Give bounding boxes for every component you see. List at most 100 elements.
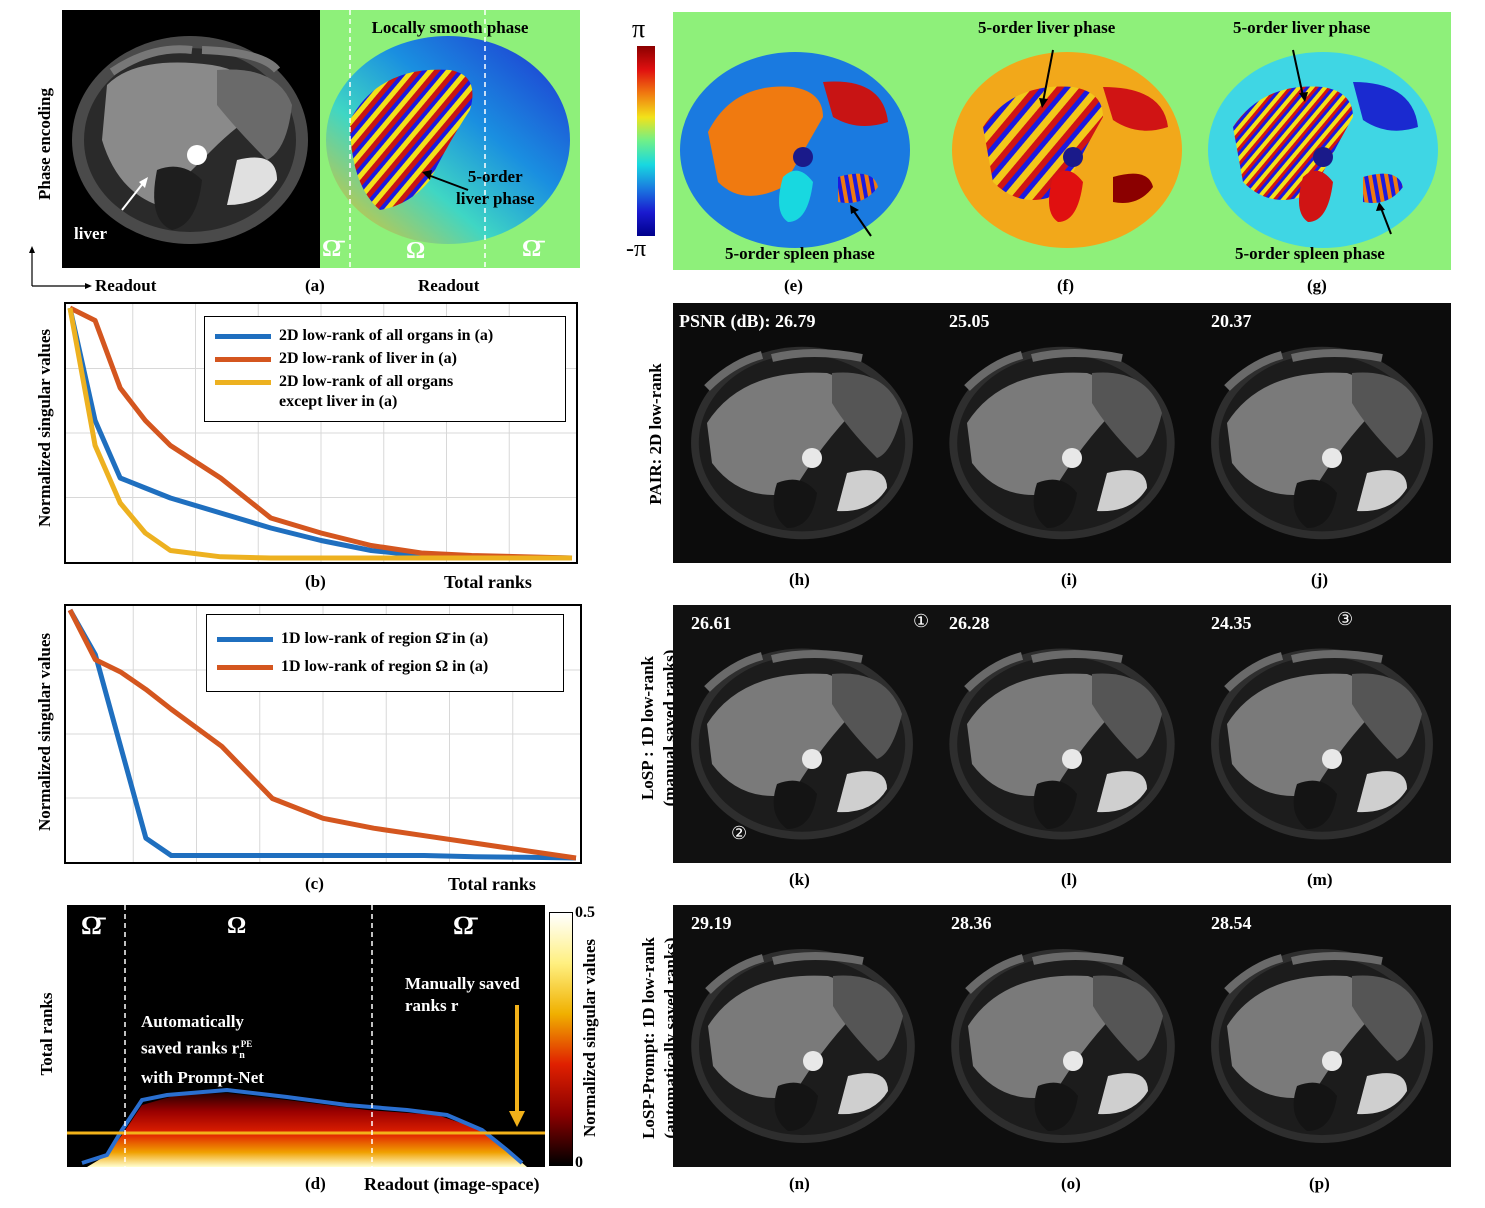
manually-saved-ranks-label: Manually saved ranks r [405,974,520,1015]
anatomy-shape [964,652,1024,692]
anatomy-shape [708,975,858,1098]
d-omega-bar-left: Ω̄ [81,911,102,940]
anatomy-shape [1098,1073,1148,1115]
anatomy-shape [1092,673,1162,759]
anatomy-shape [771,349,863,362]
omega-bar-right: Ω̄ [522,236,542,262]
anatomy-shape [705,954,765,994]
panel-i-psnr: 25.05 [949,311,990,331]
panel-m-image: 24.35 ③ [1193,605,1451,863]
legend-c-1: 1D low-rank of region Ω in (a) [217,657,553,677]
panel-d-ylabel: Total ranks [37,992,56,1076]
legend-c-1-swatch [217,665,273,670]
panel-n-label: (n) [789,1174,810,1193]
panel-j-image: 20.37 [1193,303,1451,563]
anatomy-shape [1224,351,1284,391]
anatomy-shape [773,780,817,829]
panel-c-plot: 1D low-rank of region Ω̄ in (a) 1D low-r… [64,604,582,864]
anatomy-shape [773,479,817,528]
panel-a-label: (a) [305,276,325,295]
anatomy-shape [1293,780,1337,829]
anatomy-shape [1227,372,1377,495]
panel-b-chart [66,304,576,562]
panel-d-cbar-top-label: 0.5 [575,904,595,921]
panel-d-heatmap: Ω̄ Ω Ω̄ Manually saved ranks r Automatic… [67,905,545,1167]
anatomy-shape [1033,479,1077,528]
panel-c-legend: 1D low-rank of region Ω̄ in (a) 1D low-r… [206,614,564,692]
panel-n-image: 29.19 [673,905,933,1167]
readout-axis-label-right: Readout [418,276,480,295]
panel-d-xlabel: Readout (image-space) [364,1174,540,1194]
panel-c-label: (c) [305,874,324,893]
panel-c-xlabel: Total ranks [448,874,536,894]
anatomy-shape [1291,650,1383,663]
legend-b-1: 2D low-rank of liver in (a) [215,349,555,369]
anatomy-shape [802,749,822,769]
legend-c-0: 1D low-rank of region Ω̄ in (a) [217,629,553,649]
liver-phase-label: 5-order liver phase [456,167,535,208]
anatomy-shape [964,351,1024,391]
panel-o-label: (o) [1061,1174,1081,1193]
legend-b-1-swatch [215,357,271,362]
panel-h-label: (h) [789,570,810,589]
marker-2: ② [731,823,748,843]
panel-e-label: (e) [784,276,803,295]
anatomy-shape [1357,470,1407,512]
panel-p-label: (p) [1309,1174,1330,1193]
anatomy-shape [1322,749,1342,769]
anatomy-shape [707,372,857,495]
series-line-2 [67,307,572,561]
panel-d-cbar-bottom-label: 0 [575,1154,583,1171]
panel-p-image: 28.54 [1193,905,1451,1167]
panel-g-caption-top: 5-order liver phase [1233,18,1371,37]
panel-c-ylabel: Normalized singular values [35,632,54,832]
anatomy-shape [1291,349,1383,362]
anatomy-shape [967,372,1117,495]
panel-m-label: (m) [1307,870,1333,889]
anatomy-shape [1063,1051,1083,1071]
anatomy-shape [803,1051,823,1071]
panel-i-label: (i) [1061,570,1078,589]
panel-k-psnr: 26.61 [691,613,732,633]
panel-a-phase-image: Locally smooth phase 5-order liver phase… [320,10,580,268]
panel-h-psnr: PSNR (dB): 26.79 [679,311,816,331]
panel-j-label: (j) [1311,570,1328,589]
panel-j-psnr: 20.37 [1211,311,1252,331]
anatomy-shape [1032,952,1124,965]
anatomy-shape [1034,1082,1078,1131]
anatomy-shape [1322,1051,1342,1071]
phase-colorbar-bottom-label: -π [626,236,647,262]
panel-k-label: (k) [789,870,810,889]
panel-b-label: (b) [305,572,326,591]
anatomy-shape [1224,652,1284,692]
panel-g-caption-bottom: 5-order spleen phase [1235,244,1385,263]
anatomy-shape [832,673,902,759]
anatomy-shape [832,372,902,458]
anatomy-shape [1227,673,1377,796]
series-line-1 [67,608,577,861]
d-omega-center: Ω [227,913,247,939]
anatomy-shape [774,1082,818,1131]
d-omega-bar-right: Ω̄ [453,911,474,940]
anatomy-shape [837,771,887,813]
anatomy-shape [771,650,863,663]
series-line-0 [67,608,577,861]
marker-3: ③ [1337,609,1354,629]
panel-h-image: PSNR (dB): 26.79 [673,303,931,563]
panel-i-image: 25.05 [931,303,1193,563]
panel-k-image: 26.61 ① ② [673,605,931,863]
anatomy-shape [1033,780,1077,829]
anatomy-shape [965,954,1025,994]
series-line-1 [68,305,573,561]
anatomy-shape [1062,448,1082,468]
panel-f-label: (f) [1057,276,1074,295]
anatomy-shape [1092,372,1162,458]
auto-saved-ranks-label: Automatically saved ranks rnPE with Prom… [141,1012,264,1088]
panel-d-label: (d) [305,1174,326,1193]
anatomy-shape [1352,372,1422,458]
anatomy-shape [837,470,887,512]
anatomy-shape [967,673,1117,796]
liver-label: liver [74,224,108,243]
panel-g-label: (g) [1307,276,1327,295]
locally-smooth-phase-title: Locally smooth phase [371,18,529,37]
